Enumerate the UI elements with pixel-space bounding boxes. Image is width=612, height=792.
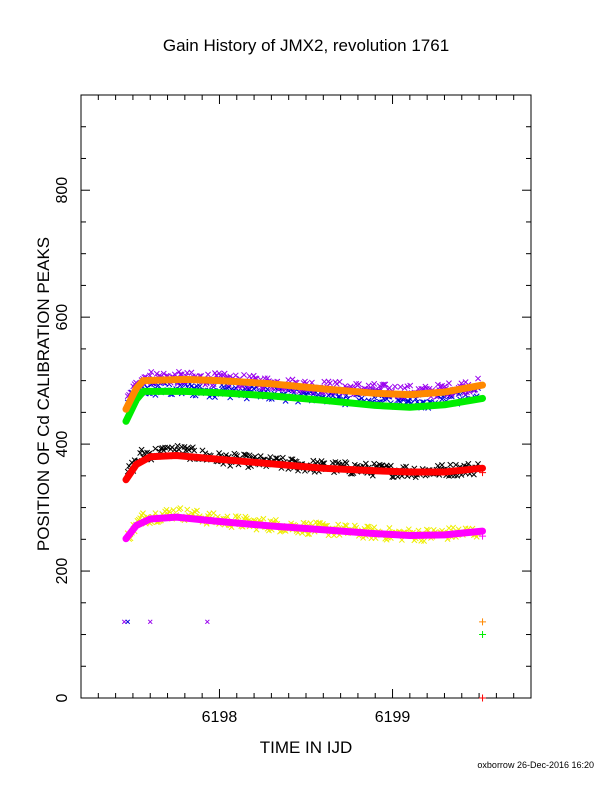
data-point-x-marker: [246, 452, 253, 459]
data-point-plus-marker: [479, 532, 487, 540]
data-point-x-marker: [204, 619, 210, 625]
fit-curve: [122, 387, 486, 425]
data-point-x-marker: [178, 443, 185, 450]
y-tick-label: 400: [54, 431, 71, 458]
data-point-plus-marker: [479, 618, 487, 626]
data-point-x-marker: [155, 382, 162, 389]
data-point-x-marker: [153, 370, 160, 377]
data-point-x-marker: [152, 445, 159, 452]
data-point-x-marker: [174, 442, 181, 449]
data-point-x-marker: [205, 371, 211, 378]
data-point-x-marker: [235, 513, 242, 520]
data-point-x-marker: [147, 619, 153, 625]
fit-curve: [122, 375, 486, 413]
data-point-x-marker: [342, 522, 349, 529]
data-point-x-marker: [194, 507, 200, 514]
data-point-x-marker: [470, 471, 477, 478]
data-point-plus-marker: [479, 631, 487, 639]
data-point-x-marker: [177, 505, 184, 512]
data-point-x-marker: [189, 444, 196, 451]
data-point-x-marker: [458, 380, 465, 387]
data-point-x-marker: [439, 461, 445, 468]
data-point-x-marker: [401, 385, 408, 391]
data-point-x-marker: [177, 382, 184, 389]
data-point-plus-marker: [479, 469, 487, 477]
data-point-x-marker: [326, 380, 333, 387]
data-point-x-marker: [362, 460, 369, 467]
x-tick-label: 6199: [375, 709, 411, 726]
data-point-x-marker: [272, 516, 279, 523]
data-point-x-marker: [125, 619, 131, 625]
x-tick-label: 6198: [202, 709, 238, 726]
data-point-x-marker: [392, 383, 398, 390]
data-point-x-marker: [257, 453, 264, 460]
data-point-x-marker: [170, 507, 177, 514]
data-point-x-marker: [310, 391, 317, 397]
data-point-x-marker: [252, 453, 259, 460]
y-tick-label: 0: [54, 693, 71, 702]
data-point-x-marker: [343, 460, 350, 467]
data-point-x-marker: [289, 456, 296, 463]
data-point-x-marker: [475, 375, 481, 382]
fit-curve: [122, 513, 486, 543]
data-point-plus-marker: [479, 694, 487, 702]
data-point-x-marker: [439, 396, 445, 403]
data-point-x-marker: [336, 378, 343, 385]
data-point-x-marker: [184, 506, 191, 513]
data-point-x-marker: [221, 370, 228, 377]
data-point-x-marker: [166, 508, 173, 515]
data-point-x-marker: [224, 513, 231, 520]
data-point-x-marker: [288, 456, 295, 463]
data-point-x-marker: [232, 372, 239, 379]
data-point-x-marker: [446, 380, 452, 387]
data-point-x-marker: [245, 386, 252, 393]
fit-curve: [122, 452, 486, 484]
data-point-x-marker: [434, 381, 441, 388]
data-point-x-marker: [389, 473, 396, 480]
data-point-x-marker: [227, 462, 234, 469]
data-point-x-marker: [148, 369, 155, 375]
data-point-x-marker: [188, 383, 195, 390]
data-point-x-marker: [447, 461, 454, 468]
data-point-x-marker: [138, 446, 145, 453]
data-point-x-marker: [343, 522, 350, 529]
data-point-x-marker: [382, 381, 389, 388]
y-tick-label: 200: [54, 558, 71, 585]
x-axis-label: TIME IN IJD: [259, 738, 353, 757]
data-point-x-marker: [380, 381, 387, 388]
data-point-x-marker: [279, 454, 286, 461]
data-point-x-marker: [241, 371, 247, 378]
data-point-x-marker: [371, 380, 378, 387]
data-point-x-marker: [387, 462, 394, 469]
data-point-x-marker: [364, 523, 371, 530]
data-point-x-marker: [163, 506, 170, 513]
chart-title: Gain History of JMX2, revolution 1761: [162, 36, 450, 55]
data-point-x-marker: [304, 531, 311, 538]
data-point-x-marker: [405, 526, 412, 533]
data-point-x-marker: [386, 525, 393, 531]
footer-timestamp: oxborrow 26-Dec-2016 16:20: [477, 760, 594, 770]
data-point-x-marker: [450, 524, 457, 531]
data-point-x-marker: [421, 538, 427, 545]
y-tick-label: 800: [54, 177, 71, 204]
data-point-x-marker: [307, 520, 314, 527]
data-point-x-marker: [121, 619, 127, 625]
data-point-x-marker: [452, 461, 459, 468]
y-tick-label: 600: [54, 304, 71, 331]
data-point-x-marker: [365, 523, 372, 530]
data-point-x-marker: [191, 447, 198, 454]
data-point-x-marker: [356, 381, 362, 388]
data-point-x-marker: [152, 510, 159, 517]
data-point-x-marker: [315, 519, 322, 526]
data-point-x-marker: [267, 454, 274, 460]
data-point-x-marker: [160, 447, 167, 454]
data-point-x-marker: [260, 515, 267, 522]
data-point-x-marker: [216, 450, 223, 457]
data-point-x-marker: [407, 382, 414, 389]
data-point-x-marker: [397, 383, 404, 390]
